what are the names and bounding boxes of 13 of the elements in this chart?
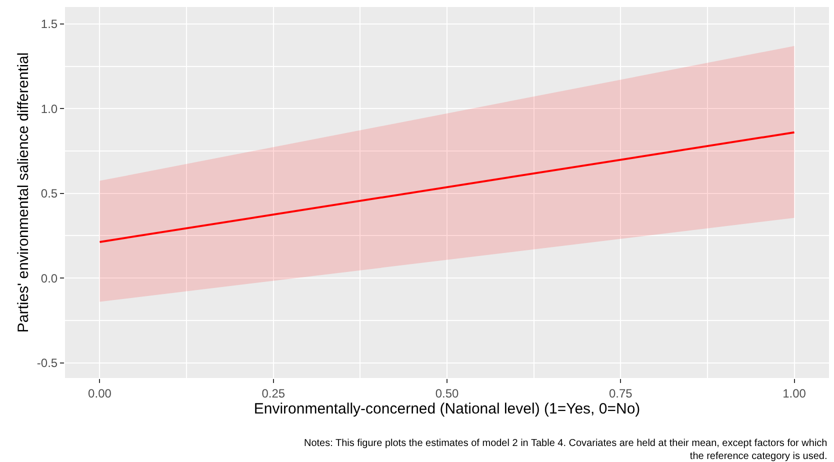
x-tick-label: 0.25 bbox=[262, 386, 286, 400]
y-tick-label: -0.5 bbox=[36, 356, 58, 370]
x-tick-label: 0.50 bbox=[435, 386, 459, 400]
text: Notes: This figure plots the estimates of model 2 in Table 4. Covariates are held at their mean, except factors for which the reference category is used. bbox=[304, 438, 828, 462]
x-axis-title: Environmentally-concerned (National level) (1=Yes, 0=No) bbox=[254, 400, 640, 418]
y-tick-label: 0.0 bbox=[40, 271, 58, 286]
y-tick-label: 1.0 bbox=[40, 102, 58, 116]
y-tick-label: 1.5 bbox=[40, 17, 58, 32]
x-tick-label: 1.00 bbox=[782, 386, 806, 400]
y-tick-label: 0.5 bbox=[40, 186, 58, 201]
x-tick-label: 0.75 bbox=[608, 386, 633, 400]
y-axis-title: Parties' environmental salience differential bbox=[15, 52, 32, 333]
x-tick-label: 0.00 bbox=[88, 386, 112, 400]
